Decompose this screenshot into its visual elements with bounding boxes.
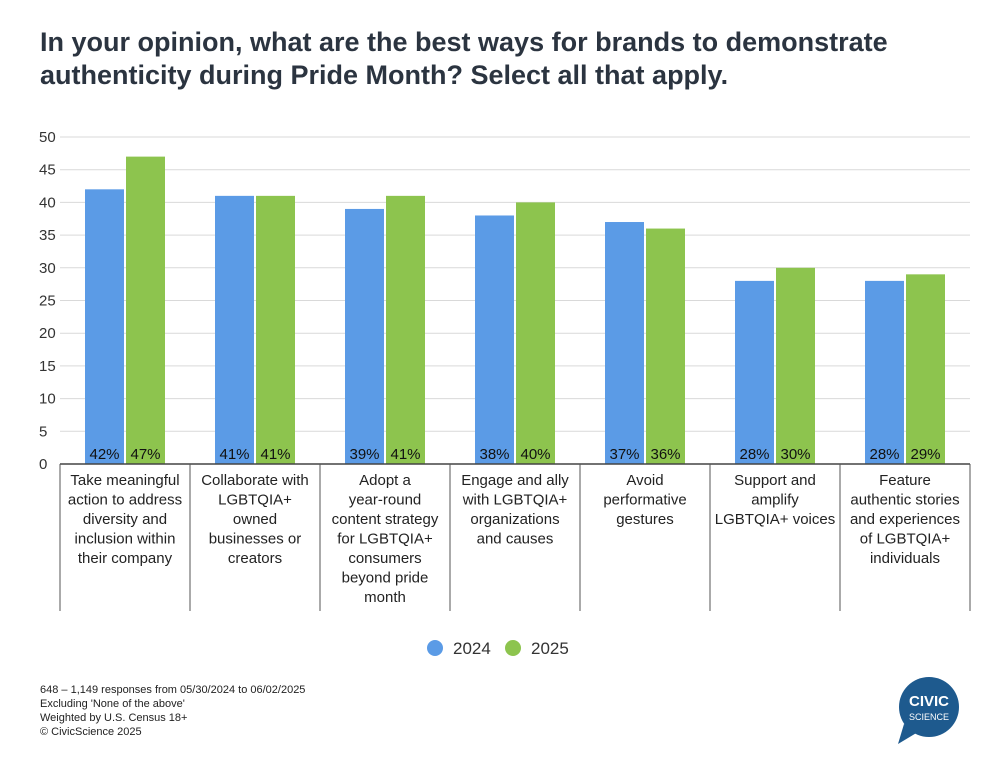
bar-2024 [215,195,254,465]
category-label-line: Collaborate with [201,472,309,489]
data-label: 28% [739,446,769,463]
bar-2024 [475,215,514,464]
logo-text-science: SCIENCE [909,712,949,722]
y-tick-label: 10 [39,391,56,408]
y-tick-label: 40 [39,194,56,211]
data-label: 41% [260,446,290,463]
category-label-line: performative [603,492,686,509]
data-label: 39% [349,446,379,463]
data-label: 47% [130,446,160,463]
category-label-line: with LGBTQIA+ [462,492,568,509]
bar-2025 [126,156,165,464]
category-label: Engage and ally with LGBTQIA+ organization… [461,472,569,548]
y-tick-label: 5 [39,423,47,440]
data-label: 41% [219,446,249,463]
category-label: Feature authentic stories and experiences o… [850,472,960,567]
legend-label: 2024 [453,639,491,658]
footnote-copyright: © CivicScience 2025 [40,726,142,738]
category-label-line: LGBTQIA+ voices [715,511,835,528]
category-label-line: beyond pride [342,570,429,587]
category-label-line: month [364,589,406,606]
footnote-exclusion: Excluding 'None of the above' [40,698,185,710]
bar-2024 [345,208,384,464]
y-tick-label: 35 [39,227,56,244]
data-label: 37% [609,446,639,463]
bar-2025 [646,228,685,464]
category-label-line: amplify [751,492,799,509]
data-label: 30% [780,446,810,463]
chart-title: In your opinion, what are the best ways … [40,27,888,90]
category-label: Adopt a year-round content strategy for LGB… [332,472,439,606]
category-label-line: year-round [349,492,422,509]
category-label-line: Feature [879,472,931,489]
category-label-line: Support and [734,472,816,489]
data-label: 40% [520,446,550,463]
category-label-line: action to address [68,492,182,509]
bar-2025 [386,195,425,465]
category-label-line: content strategy [332,511,439,528]
bar-2024 [605,222,644,464]
legend-marker-2025 [505,640,521,656]
category-label-line: diversity and [83,511,167,528]
bar-2024 [85,189,124,464]
logo-speech-tail [898,724,918,744]
logo-circle [899,677,959,737]
bar-2025 [256,195,295,465]
logo-text-civic: CIVIC [909,693,949,710]
footnotes: 648 – 1,149 responses from 05/30/2024 to… [40,683,305,739]
category-label-line: LGBTQIA+ [218,492,292,509]
footnote-responses: 648 – 1,149 responses from 05/30/2024 to… [40,684,306,696]
data-label: 28% [869,446,899,463]
category-label-line: businesses or [209,531,302,548]
bar-2025 [516,202,555,464]
data-label: 42% [89,446,119,463]
category-label-line: of LGBTQIA+ [860,531,951,548]
category-label-line: gestures [616,511,674,528]
category-label: Avoid performative gestures [603,472,686,528]
footnote-weighting: Weighted by U.S. Census 18+ [40,712,188,724]
y-tick-label: 15 [39,358,56,375]
legend-label: 2025 [531,639,569,658]
bar-2024 [865,280,904,464]
bar-2025 [906,274,945,464]
y-tick-label: 50 [39,129,56,146]
category-label-line: for LGBTQIA+ [337,531,433,548]
category-label-line: authentic stories [850,492,959,509]
bar-2024 [735,280,774,464]
category-label-line: individuals [870,550,940,567]
category-label: Support and amplify LGBTQIA+ voices [715,472,835,528]
data-label: 41% [390,446,420,463]
category-label-line: Take meaningful [70,472,179,489]
category-label-line: Avoid [626,472,663,489]
category-label-line: Engage and ally [461,472,569,489]
category-label-line: and experiences [850,511,960,528]
data-label: 36% [650,446,680,463]
civicscience-logo: CIVIC SCIENCE [898,677,959,744]
data-label: 29% [910,446,940,463]
y-tick-label: 30 [39,260,56,277]
category-label-line: and causes [477,531,554,548]
bar-2025 [776,267,815,464]
category-label-line: their company [78,550,173,567]
category-label-line: inclusion within [75,531,176,548]
category-label: Take meaningful action to address diversit… [68,472,182,567]
category-label-line: consumers [348,550,421,567]
y-tick-label: 20 [39,325,56,342]
data-label: 38% [479,446,509,463]
category-label: Collaborate with LGBTQIA+ owned businesses … [201,472,309,567]
y-tick-label: 25 [39,293,56,310]
category-label-line: creators [228,550,282,567]
y-tick-label: 45 [39,162,56,179]
category-label-line: organizations [470,511,559,528]
legend-marker-2024 [427,640,443,656]
y-tick-label: 0 [39,456,47,473]
category-label-line: owned [233,511,277,528]
category-label-line: Adopt a [359,472,411,489]
